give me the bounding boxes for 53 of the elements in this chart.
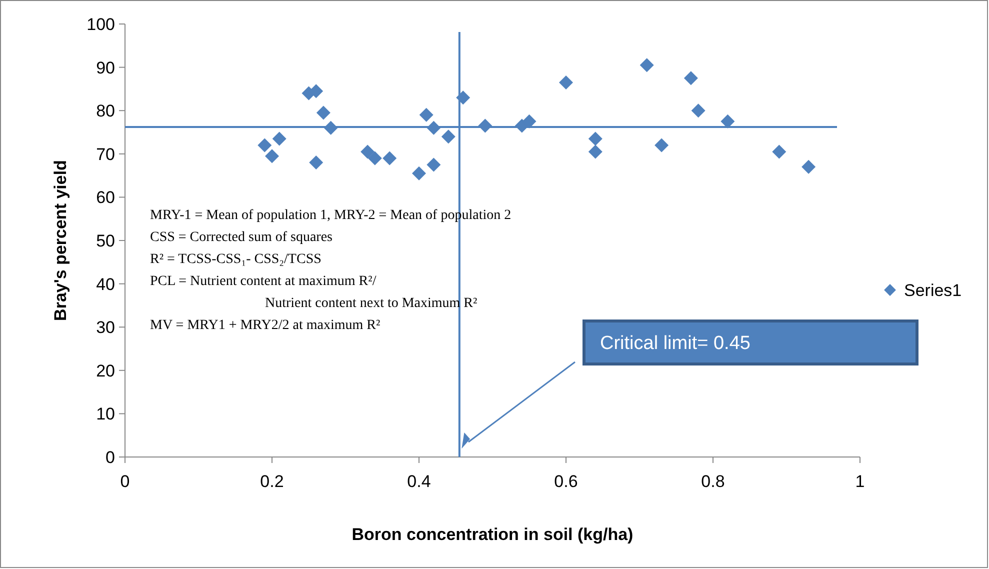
x-tick-label: 0.2	[260, 472, 284, 491]
y-tick-label: 20	[96, 361, 115, 380]
point	[456, 90, 470, 105]
y-tick-label: 70	[96, 144, 115, 164]
point	[309, 156, 324, 170]
x-tick-label: 0.6	[554, 472, 578, 491]
annotation: R² = TCSS-CSS₁- CSS₂/TCSS	[150, 252, 322, 267]
point	[772, 144, 786, 159]
annotation: PCL = Nutrient content at maximum R²/	[150, 274, 376, 289]
y-axis-title: Bray's percent yield	[51, 160, 70, 321]
point	[720, 114, 735, 128]
point	[265, 149, 279, 164]
annotation: MV = MRY1 + MRY2/2 at maximum R²	[150, 318, 380, 333]
annotation: Critical limit= 0.45	[600, 333, 750, 354]
point	[559, 75, 573, 90]
point	[588, 132, 602, 146]
point	[426, 158, 441, 172]
point	[324, 120, 338, 135]
point	[691, 104, 706, 118]
point	[654, 138, 669, 152]
point	[441, 130, 456, 144]
point	[426, 120, 441, 135]
point	[412, 166, 426, 180]
point	[588, 144, 602, 159]
y-tick-label: 80	[96, 102, 115, 121]
y-tick-label: 50	[96, 231, 115, 250]
y-tick-label: 60	[96, 188, 115, 208]
x-tick-label: 1	[855, 472, 865, 491]
point	[640, 58, 654, 72]
x-tick-label: 0.4	[407, 472, 431, 491]
y-tick-label: 0	[106, 448, 115, 467]
x-tick-label: 0	[120, 472, 130, 491]
x-axis-title: Boron concentration in soil (kg/ha)	[352, 525, 634, 544]
point	[360, 144, 375, 159]
point	[309, 84, 324, 98]
point	[419, 108, 434, 122]
x-tick-label: 0.8	[701, 472, 725, 491]
point	[368, 151, 382, 166]
point	[316, 106, 330, 120]
y-tick-label: 90	[96, 58, 115, 78]
y-tick-label: 100	[86, 14, 115, 34]
y-tick-label: 10	[96, 404, 115, 424]
point	[802, 160, 816, 174]
point	[522, 114, 536, 128]
point	[684, 71, 698, 86]
point	[382, 151, 397, 166]
annotation: CSS = Corrected sum of squares	[150, 230, 332, 245]
point	[272, 132, 286, 146]
y-tick-label: 30	[96, 318, 115, 338]
legend-label: Series1	[904, 280, 962, 300]
point	[258, 138, 272, 152]
point	[478, 118, 492, 133]
y-tick-label: 40	[96, 274, 115, 294]
